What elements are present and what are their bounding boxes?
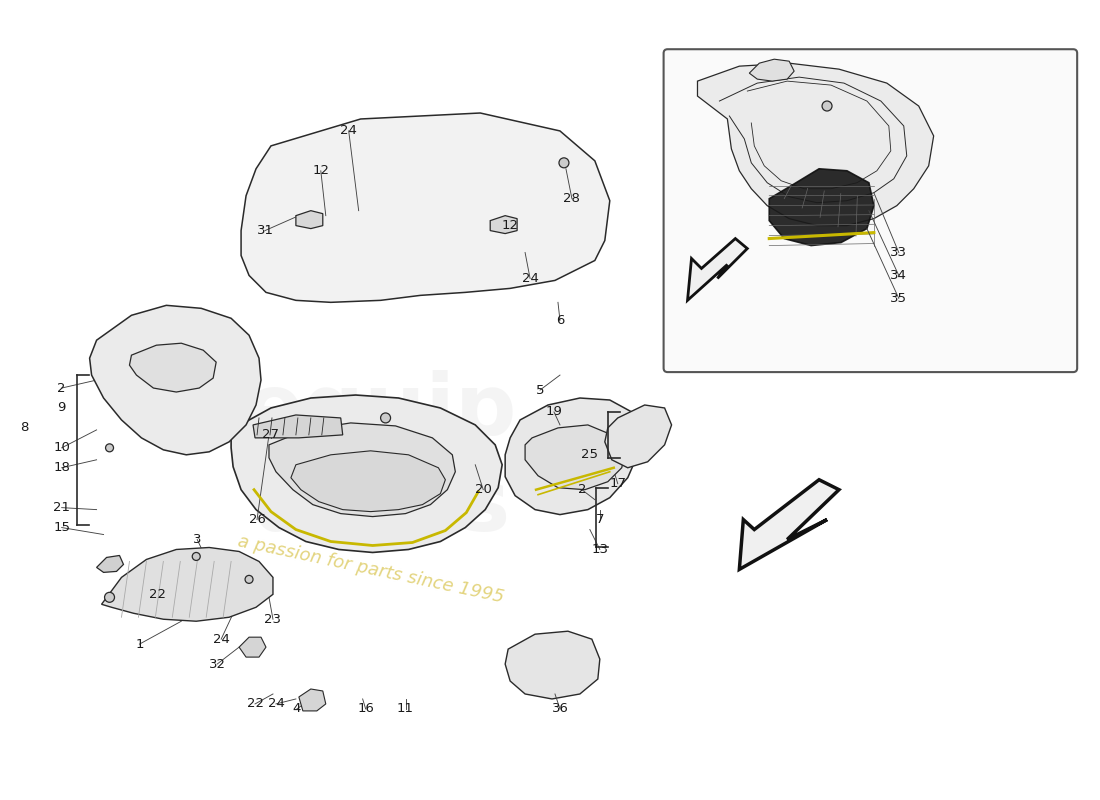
Circle shape [381, 413, 390, 423]
Polygon shape [97, 555, 123, 572]
Polygon shape [299, 689, 326, 711]
Text: 13: 13 [592, 543, 608, 556]
Circle shape [104, 592, 114, 602]
Text: 34: 34 [890, 269, 908, 282]
Text: 22: 22 [148, 588, 166, 601]
Text: 5: 5 [536, 383, 544, 397]
Text: 20: 20 [475, 483, 492, 496]
Text: 12: 12 [312, 164, 329, 178]
Polygon shape [688, 238, 747, 300]
Text: 25: 25 [582, 448, 598, 462]
Polygon shape [605, 405, 672, 468]
Polygon shape [491, 216, 517, 234]
Text: 24: 24 [267, 698, 285, 710]
Circle shape [192, 553, 200, 561]
Text: 16: 16 [358, 702, 374, 715]
Text: 6: 6 [556, 314, 564, 326]
Polygon shape [769, 169, 873, 246]
Polygon shape [505, 398, 640, 514]
Polygon shape [290, 451, 446, 512]
Text: 9: 9 [57, 402, 66, 414]
Text: 28: 28 [563, 192, 581, 206]
Text: 2: 2 [578, 483, 586, 496]
Polygon shape [239, 637, 266, 657]
Text: 12: 12 [502, 219, 518, 232]
FancyBboxPatch shape [663, 50, 1077, 372]
Text: 23: 23 [264, 613, 282, 626]
Polygon shape [231, 395, 503, 553]
Text: 15: 15 [53, 521, 70, 534]
Polygon shape [241, 113, 609, 302]
Polygon shape [697, 63, 934, 226]
Circle shape [559, 158, 569, 168]
Text: 7: 7 [595, 513, 604, 526]
Polygon shape [505, 631, 600, 699]
Text: 31: 31 [256, 224, 274, 237]
Text: equip
deles: equip deles [244, 370, 517, 550]
Text: 17: 17 [609, 478, 626, 490]
Text: 32: 32 [209, 658, 226, 670]
Circle shape [245, 575, 253, 583]
Text: 21: 21 [53, 501, 70, 514]
Polygon shape [89, 306, 261, 455]
Text: 24: 24 [212, 633, 230, 646]
Polygon shape [749, 59, 794, 81]
Text: 22: 22 [246, 698, 264, 710]
Polygon shape [525, 425, 626, 490]
Polygon shape [253, 415, 343, 438]
Text: 2: 2 [57, 382, 66, 394]
Text: 24: 24 [521, 272, 539, 285]
Text: 33: 33 [890, 246, 908, 259]
Text: a passion for parts since 1995: a passion for parts since 1995 [235, 532, 506, 606]
Text: 11: 11 [397, 702, 414, 715]
Circle shape [106, 444, 113, 452]
Circle shape [822, 101, 832, 111]
Text: 10: 10 [53, 442, 70, 454]
Polygon shape [130, 343, 217, 392]
Text: 27: 27 [263, 428, 279, 442]
Polygon shape [270, 423, 455, 517]
Text: 36: 36 [551, 702, 569, 715]
Polygon shape [739, 480, 839, 570]
Text: 18: 18 [53, 462, 70, 474]
Text: 8: 8 [20, 422, 28, 434]
Text: 26: 26 [249, 513, 265, 526]
Text: 4: 4 [293, 702, 301, 715]
Text: 19: 19 [546, 406, 562, 418]
Text: 35: 35 [890, 292, 908, 305]
Polygon shape [296, 210, 322, 229]
Text: 1: 1 [135, 638, 144, 650]
Text: 24: 24 [340, 125, 358, 138]
Text: 3: 3 [192, 533, 201, 546]
Polygon shape [101, 547, 273, 622]
